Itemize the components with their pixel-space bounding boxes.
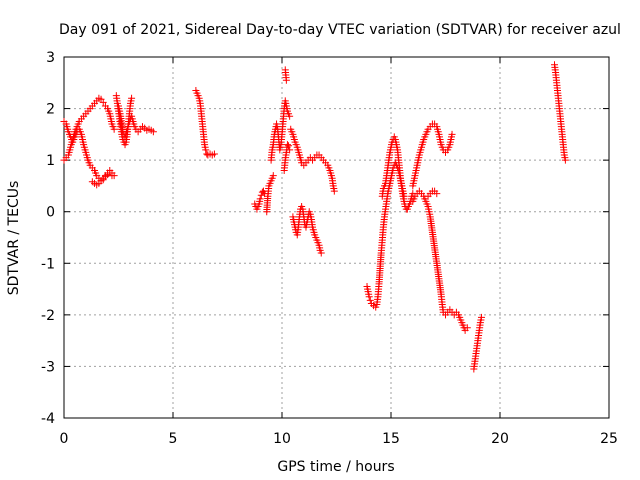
x-tick-label: 0 (60, 431, 69, 447)
x-tick-label: 10 (273, 431, 291, 447)
x-tick-label: 20 (491, 431, 509, 447)
chart-title: Day 091 of 2021, Sidereal Day-to-day VTE… (59, 22, 621, 38)
data-point (330, 187, 338, 195)
data-point (286, 112, 294, 120)
data-point (99, 98, 107, 106)
data-point (433, 190, 441, 198)
grid-lines (64, 57, 609, 418)
y-tick-label: -3 (41, 359, 55, 375)
y-tick-label: -1 (41, 256, 55, 272)
data-points (60, 61, 569, 373)
data-point (257, 191, 265, 199)
data-point (317, 249, 325, 257)
y-tick-label: -2 (41, 308, 55, 324)
data-point (285, 142, 293, 150)
data-point (269, 172, 277, 180)
data-point (210, 150, 218, 158)
data-point (365, 293, 373, 301)
data-point (366, 296, 374, 304)
data-point (108, 172, 116, 180)
data-point (448, 130, 456, 138)
y-tick-labels: -4 -3 -2 -1 0 1 2 3 (41, 50, 55, 427)
data-point (286, 146, 294, 154)
data-point (400, 192, 408, 200)
data-point (110, 125, 118, 133)
data-point (149, 128, 157, 136)
data-point (477, 313, 485, 321)
axis-ticks (63, 56, 610, 419)
x-tick-label: 5 (169, 431, 178, 447)
y-tick-label: 1 (46, 153, 55, 169)
x-tick-label: 15 (382, 431, 400, 447)
y-tick-label: 0 (46, 205, 55, 221)
y-tick-label: -4 (41, 411, 55, 427)
data-point (128, 94, 136, 102)
y-tick-label: 2 (46, 102, 55, 118)
data-point (256, 195, 264, 203)
plot-frame (63, 56, 610, 419)
data-point (561, 156, 569, 164)
x-tick-labels: 0 5 10 15 20 25 (60, 431, 618, 447)
x-tick-label: 25 (600, 431, 618, 447)
data-point (463, 324, 471, 332)
data-point (282, 76, 290, 84)
data-point (283, 141, 291, 149)
x-axis-label: GPS time / hours (277, 459, 394, 475)
data-point (202, 146, 210, 154)
y-tick-label: 3 (46, 50, 55, 66)
y-axis-label: SDTVAR / TECUs (6, 181, 22, 296)
